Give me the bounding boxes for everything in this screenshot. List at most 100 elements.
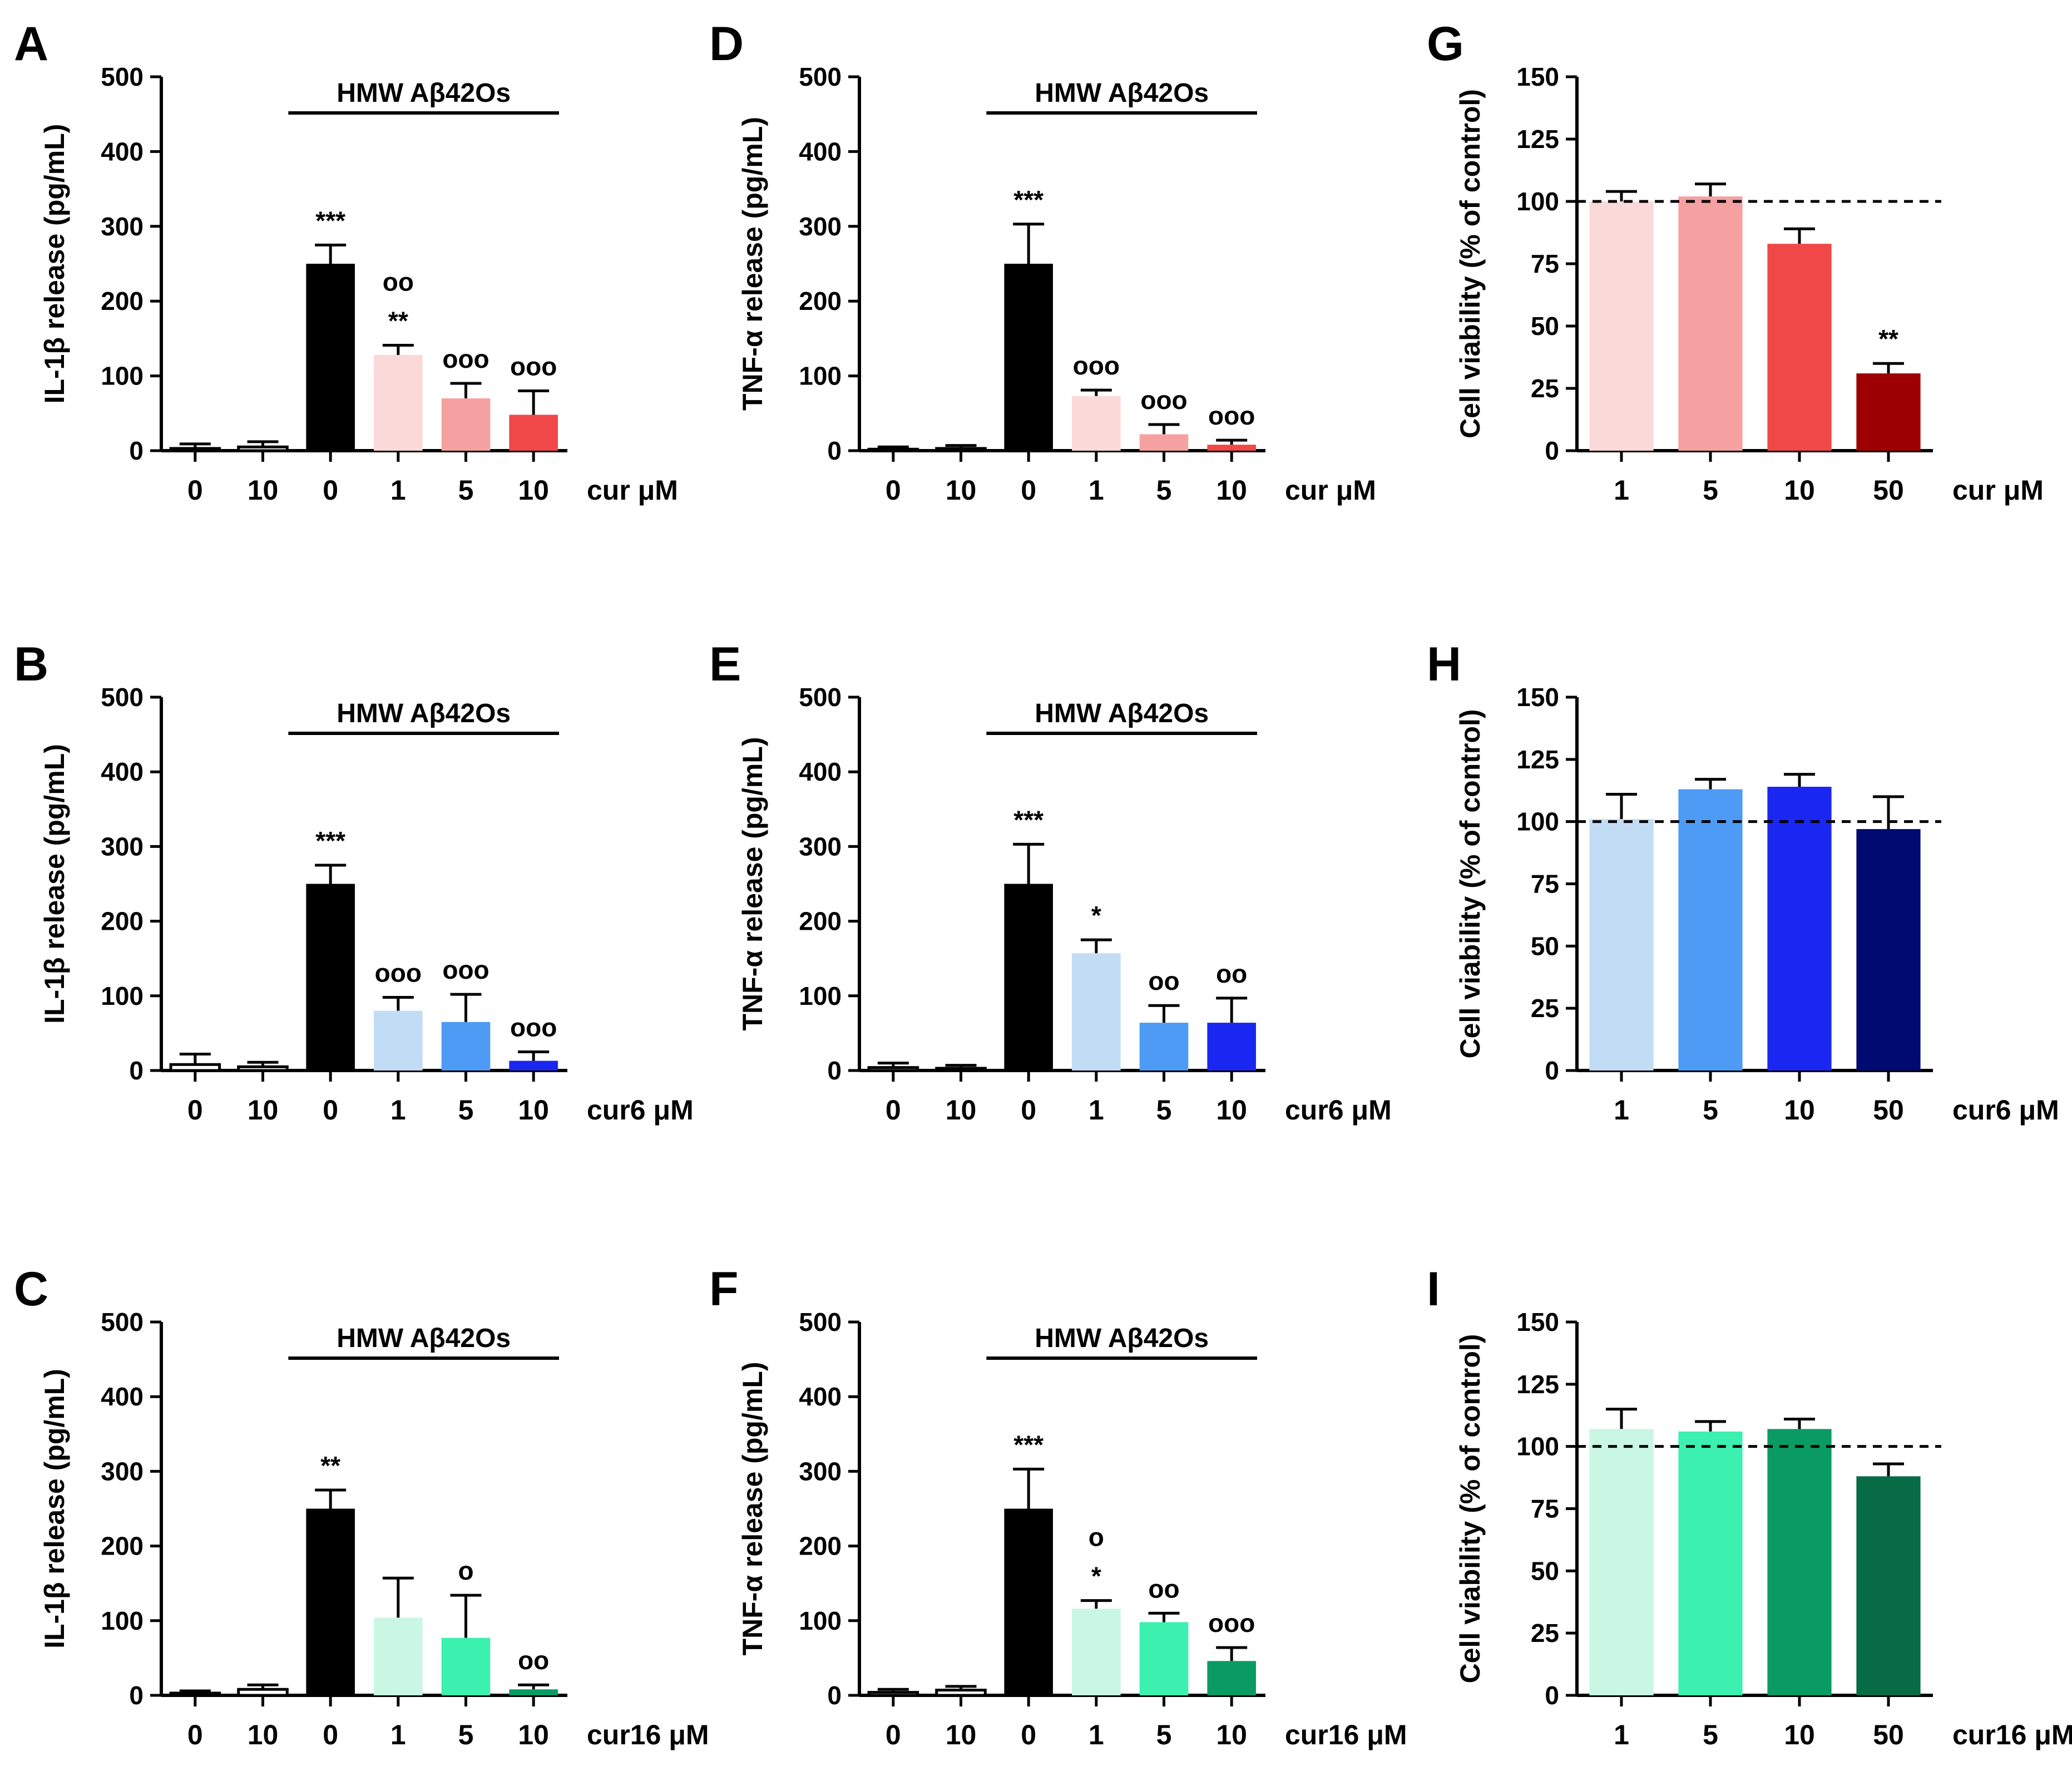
- y-tick-label: 200: [799, 907, 842, 936]
- y-tick-label: 75: [1531, 249, 1559, 278]
- bar: [509, 1689, 558, 1695]
- y-axis-title: IL-1β release (pg/mL): [39, 1369, 70, 1649]
- y-tick-label: 400: [799, 757, 842, 786]
- y-tick-label: 150: [1516, 683, 1559, 712]
- x-tick-label: 5: [458, 475, 474, 506]
- significance-mark: ***: [1013, 185, 1044, 214]
- y-tick-label: 0: [1545, 436, 1559, 465]
- x-tick-label: 5: [1703, 475, 1718, 506]
- treatment-bracket-label: HMW Aβ42Os: [1035, 1324, 1209, 1353]
- bar: [441, 1637, 491, 1695]
- bar: [169, 1063, 221, 1072]
- significance-mark: oo: [383, 267, 414, 296]
- significance-mark: ***: [1013, 1430, 1044, 1459]
- significance-mark: ooo: [510, 1013, 557, 1042]
- significance-mark: *: [1091, 1562, 1101, 1591]
- bar: [306, 1508, 355, 1695]
- y-tick-label: 100: [799, 362, 842, 391]
- y-tick-label: 100: [101, 981, 144, 1010]
- y-tick-label: 125: [1516, 745, 1559, 774]
- bar: [1678, 789, 1743, 1071]
- y-tick-label: 0: [827, 436, 842, 465]
- bar: [1139, 1622, 1189, 1695]
- bar: [237, 1688, 289, 1697]
- x-tick-label: 10: [248, 1094, 279, 1126]
- y-axis-title: IL-1β release (pg/mL): [39, 124, 70, 404]
- treatment-bracket-label: HMW Aβ42Os: [337, 1324, 511, 1353]
- y-tick-label: 125: [1516, 125, 1559, 154]
- significance-mark: **: [1878, 324, 1898, 353]
- bar: [1139, 434, 1189, 451]
- panel-letter: I: [1427, 1262, 1440, 1316]
- significance-mark: ooo: [1073, 351, 1120, 380]
- x-unit-label: cur6 μM: [1285, 1094, 1392, 1126]
- x-tick-label: 10: [1784, 1719, 1815, 1750]
- bar: [1207, 445, 1256, 451]
- panel-letter: B: [14, 638, 48, 691]
- bar: [374, 354, 423, 451]
- panel-letter: F: [709, 1262, 739, 1316]
- y-tick-label: 300: [101, 212, 144, 241]
- significance-mark: ***: [1013, 805, 1044, 834]
- x-tick-label: 10: [248, 475, 279, 506]
- y-tick-label: 400: [101, 137, 144, 166]
- bar: [1856, 373, 1921, 451]
- bar: [1207, 1661, 1256, 1695]
- bar: [1072, 396, 1121, 451]
- bar: [1856, 829, 1921, 1071]
- panel-letter: E: [709, 638, 741, 691]
- y-tick-label: 25: [1531, 1619, 1559, 1647]
- significance-mark: ooo: [510, 352, 557, 381]
- y-tick-label: 150: [1516, 1308, 1559, 1336]
- y-tick-label: 100: [1516, 807, 1559, 836]
- x-tick-label: 5: [1156, 475, 1172, 506]
- y-tick-label: 0: [1545, 1681, 1559, 1710]
- x-tick-label: 1: [1089, 1719, 1104, 1750]
- x-tick-label: 10: [946, 1719, 977, 1750]
- panel-letter: D: [709, 17, 744, 71]
- bar: [935, 1689, 987, 1697]
- significance-mark: o: [458, 1556, 473, 1585]
- significance-mark: ***: [315, 206, 345, 235]
- x-tick-label: 0: [187, 1094, 203, 1126]
- x-tick-label: 1: [1614, 1719, 1629, 1750]
- bar: [1856, 1476, 1921, 1695]
- y-tick-label: 300: [799, 1457, 842, 1486]
- x-tick-label: 10: [1784, 475, 1815, 506]
- x-tick-label: 5: [458, 1094, 474, 1126]
- x-tick-label: 0: [886, 1094, 901, 1126]
- x-tick-label: 0: [323, 475, 338, 506]
- y-tick-label: 0: [129, 1056, 144, 1085]
- panel-letter: C: [14, 1262, 48, 1316]
- treatment-bracket-label: HMW Aβ42Os: [1035, 78, 1209, 108]
- bar: [237, 1065, 289, 1072]
- y-tick-label: 300: [799, 832, 842, 861]
- bar: [237, 445, 289, 452]
- bar: [1004, 264, 1053, 451]
- panel-letter: H: [1427, 638, 1461, 691]
- bar: [441, 1022, 491, 1071]
- x-unit-label: cur6 μM: [587, 1094, 694, 1126]
- significance-mark: **: [320, 1451, 340, 1480]
- x-tick-label: 1: [390, 475, 406, 506]
- y-tick-label: 300: [101, 832, 144, 861]
- x-tick-label: 5: [1703, 1094, 1718, 1126]
- bar: [374, 1010, 423, 1071]
- y-tick-label: 50: [1531, 312, 1559, 341]
- bar: [867, 447, 919, 452]
- y-tick-label: 125: [1516, 1370, 1559, 1399]
- y-tick-label: 500: [101, 1308, 144, 1336]
- y-tick-label: 100: [799, 1606, 842, 1635]
- x-tick-label: 0: [886, 475, 901, 506]
- bar: [935, 1067, 987, 1072]
- significance-mark: oo: [518, 1646, 549, 1675]
- treatment-bracket-label: HMW Aβ42Os: [337, 699, 511, 728]
- x-tick-label: 10: [518, 1094, 549, 1126]
- bar: [374, 1617, 423, 1695]
- bar: [306, 264, 355, 451]
- y-tick-label: 200: [101, 1532, 144, 1561]
- significance-mark: ooo: [1208, 1609, 1255, 1637]
- y-tick-label: 25: [1531, 994, 1559, 1023]
